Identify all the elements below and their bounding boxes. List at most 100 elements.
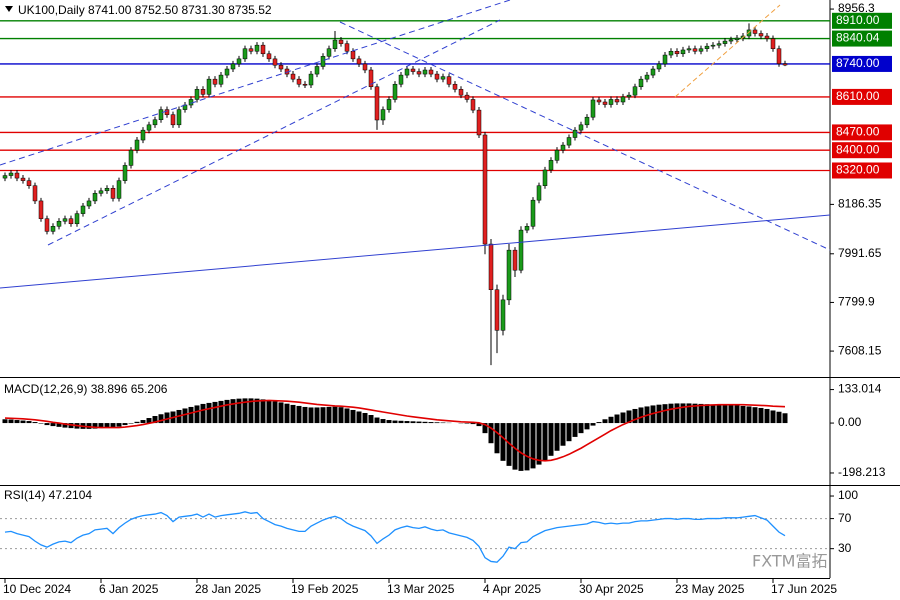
candle-body — [68, 218, 74, 225]
macd-bar — [260, 399, 266, 424]
candle-body — [260, 44, 266, 55]
candle-body — [776, 48, 782, 64]
macd-bar — [716, 404, 722, 424]
x-tick-label: 10 Dec 2024 — [3, 582, 71, 596]
candle-body — [386, 99, 392, 110]
candle-body — [362, 63, 368, 71]
candle-body — [692, 48, 698, 52]
candle-body — [674, 50, 680, 55]
macd-bar — [608, 416, 614, 424]
candle-body — [494, 289, 500, 331]
rsi-title: RSI(14) 47.2104 — [4, 488, 92, 502]
candle-body — [584, 116, 590, 126]
macd-bar — [494, 423, 500, 454]
macd-bar — [668, 403, 674, 424]
candle-body — [650, 68, 656, 76]
macd-bar — [98, 423, 104, 429]
candle-body — [170, 114, 176, 126]
macd-bar — [542, 423, 548, 461]
macd-bar — [338, 407, 344, 424]
candle-body — [356, 58, 362, 65]
macd-bar — [92, 423, 98, 429]
level-label-box — [832, 88, 892, 105]
y-tick-label: 133.014 — [838, 382, 882, 396]
x-tick-label: 17 Jun 2025 — [771, 582, 837, 596]
macd-bar — [308, 407, 314, 424]
y-tick-label: 70 — [838, 511, 852, 525]
macd-bar — [362, 412, 368, 424]
y-tick-label: 8956.3 — [838, 1, 875, 15]
candle-body — [152, 119, 158, 126]
candle-body — [38, 200, 44, 219]
candle-body — [686, 48, 692, 51]
level-label: 8400.00 — [836, 142, 880, 156]
candle-body — [590, 99, 596, 118]
macd-bar — [404, 421, 410, 424]
candle-body — [104, 187, 110, 192]
x-tick-label: 13 Mar 2025 — [387, 582, 455, 596]
candle-body — [8, 172, 14, 176]
level-label-box — [832, 142, 892, 159]
macd-bar — [140, 420, 146, 424]
candle-body — [770, 38, 776, 49]
candle-body — [326, 48, 332, 57]
macd-bar — [128, 423, 134, 424]
macd-bar — [530, 423, 536, 469]
macd-bar — [440, 422, 446, 424]
y-tick-label: 30 — [838, 541, 852, 555]
macd-bar — [188, 406, 194, 424]
macd-bar — [578, 423, 584, 434]
macd-bar — [782, 413, 788, 424]
macd-bar — [230, 399, 236, 424]
candle-body — [32, 185, 38, 202]
macd-bar — [386, 420, 392, 424]
candle-body — [212, 78, 218, 85]
candle-body — [680, 49, 686, 55]
macd-bar — [416, 421, 422, 424]
candle-body — [206, 78, 212, 95]
candle-body — [608, 99, 614, 105]
candle-body — [620, 96, 626, 103]
macd-bar — [344, 408, 350, 424]
level-label: 8320.00 — [836, 163, 880, 177]
y-tick-label: 7799.9 — [838, 295, 875, 309]
candle-body — [158, 109, 164, 120]
macd-bar — [368, 415, 374, 424]
orange-line — [674, 4, 781, 98]
macd-bar — [212, 401, 218, 424]
macd-bar — [614, 414, 620, 424]
macd-bar — [434, 422, 440, 424]
candle-body — [122, 165, 128, 181]
candle-body — [440, 76, 446, 80]
candle-body — [704, 45, 710, 49]
y-tick-label: 0.00 — [838, 415, 862, 429]
candle-body — [128, 149, 134, 166]
macd-bar — [662, 404, 668, 424]
candle-body — [554, 149, 560, 161]
candle-body — [452, 83, 458, 90]
macd-bar — [62, 423, 68, 428]
macd-bar — [350, 409, 356, 424]
candle-body — [722, 40, 728, 44]
candle-body — [116, 180, 122, 199]
candle-body — [44, 218, 50, 232]
macd-bar — [512, 423, 518, 470]
candle-body — [404, 68, 410, 76]
macd-bar — [752, 407, 758, 424]
candle-body — [560, 144, 566, 151]
candle-body — [566, 137, 572, 146]
candle-body — [512, 249, 518, 271]
candle-body — [344, 43, 350, 52]
candle-body — [626, 94, 632, 98]
candle-body — [482, 134, 488, 245]
candle-body — [434, 73, 440, 80]
macd-bar — [134, 421, 140, 424]
candle-body — [230, 63, 236, 70]
macd-bar — [722, 404, 728, 424]
candle-body — [530, 199, 536, 227]
candle-body — [314, 66, 320, 75]
candle-body — [380, 109, 386, 121]
candle-body — [254, 44, 260, 52]
macd-bar — [770, 410, 776, 424]
candle-body — [458, 89, 464, 96]
